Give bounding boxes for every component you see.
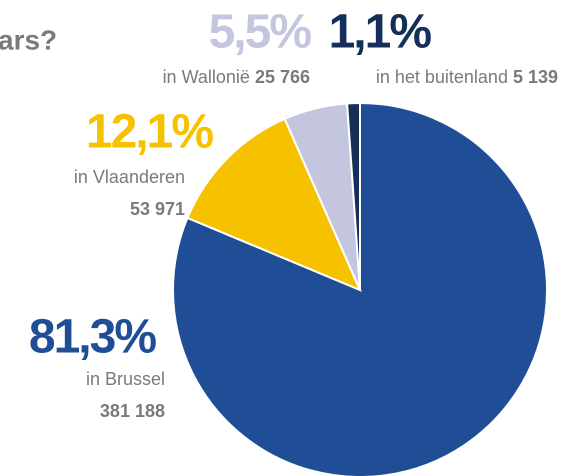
category-label: in het buitenland 5 139 [376,67,558,87]
category-name: in het buitenland [376,67,508,87]
chart-title: ars? [0,24,57,55]
percent-label: 81,3% [29,311,156,364]
percent-label: 1,1% [329,6,432,59]
percent-label: 12,1% [86,106,213,159]
category-name: in Vlaanderen [74,167,185,187]
category-name: in Brussel [86,369,165,389]
count-label: 25 766 [255,67,310,87]
pie-slice [346,101,361,291]
category-label: in Wallonië 25 766 [163,67,310,87]
category-name: in Wallonië [163,67,250,87]
count-label: 5 139 [513,67,558,87]
percent-label: 5,5% [209,6,312,59]
count-label: 53 971 [130,199,185,219]
count-label: 381 188 [100,401,165,421]
pie-slice [186,117,362,292]
